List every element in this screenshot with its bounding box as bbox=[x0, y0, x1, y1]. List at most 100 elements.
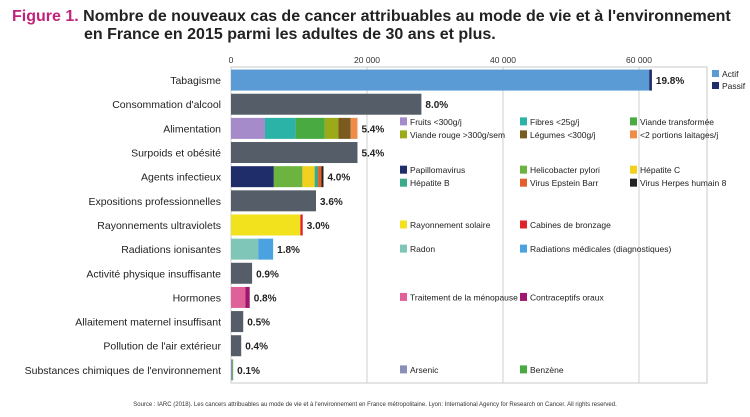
legend-label: Virus Herpes humain 8 bbox=[640, 178, 727, 188]
bar-segment bbox=[231, 117, 265, 139]
legend-label: Cabines de bronzage bbox=[530, 220, 611, 230]
bar-segment bbox=[318, 166, 322, 188]
legend-label: Virus Epstein Barr bbox=[530, 178, 599, 188]
bar-segment bbox=[231, 214, 301, 236]
bar-segment bbox=[231, 238, 259, 260]
bar-chart: 0 20 000 40 000 60 000 Tabagisme 19.8% Consomm… bbox=[25, 55, 746, 384]
percent-label: 19.8% bbox=[656, 76, 684, 87]
percent-label: 4.0% bbox=[327, 173, 350, 184]
bar-segment bbox=[231, 335, 242, 357]
category-label: Surpoids et obésité bbox=[131, 148, 221, 160]
percent-label: 3.6% bbox=[320, 197, 343, 208]
legend-label: Viande transformée bbox=[640, 117, 714, 127]
legend-label: Hépatite C bbox=[640, 165, 680, 175]
bar-segment bbox=[314, 166, 319, 188]
legend-swatch bbox=[520, 117, 527, 126]
bar-segment bbox=[231, 286, 246, 308]
category-label: Alimentation bbox=[163, 123, 221, 135]
legend-swatch bbox=[400, 117, 407, 126]
legend-swatch bbox=[712, 82, 719, 89]
percent-label: 0.9% bbox=[256, 269, 279, 280]
legend-label: Hépatite B bbox=[410, 178, 450, 188]
bar-segment bbox=[231, 311, 244, 333]
bar-segment bbox=[321, 166, 324, 188]
legend-swatch bbox=[520, 130, 527, 139]
legend-swatch bbox=[520, 244, 527, 253]
bar-segment bbox=[273, 166, 303, 188]
bar-segment bbox=[265, 117, 296, 139]
percent-label: 5.4% bbox=[361, 124, 384, 135]
legend-label: Légumes <300g/j bbox=[530, 130, 596, 140]
bar-segment bbox=[231, 359, 233, 381]
category-label: Tabagisme bbox=[170, 75, 221, 87]
legend-label: Fibres <25g/j bbox=[530, 117, 579, 127]
category-label: Consommation d'alcool bbox=[112, 99, 221, 111]
legend-swatch bbox=[400, 292, 407, 301]
bar-segment bbox=[300, 214, 303, 236]
legend-label: Fruits <300g/j bbox=[410, 117, 462, 127]
bar-segment bbox=[258, 238, 274, 260]
bar-segment bbox=[324, 117, 339, 139]
legend-label: Papillomavirus bbox=[410, 165, 465, 175]
legend-label: Passif bbox=[722, 81, 746, 91]
legend-swatch bbox=[712, 70, 719, 77]
bar-segment bbox=[232, 359, 234, 381]
title-line-1: Nombre de nouveaux cas de cancer attribu… bbox=[83, 8, 731, 25]
category-label: Radiations ionisantes bbox=[121, 244, 221, 256]
bar-segment bbox=[231, 69, 650, 91]
percent-label: 8.0% bbox=[425, 100, 448, 111]
percent-label: 0.5% bbox=[247, 318, 270, 329]
percent-label: 0.4% bbox=[245, 342, 268, 353]
category-label: Rayonnements ultraviolets bbox=[97, 220, 221, 232]
category-label: Hormones bbox=[173, 292, 221, 304]
legend-swatch bbox=[630, 117, 637, 126]
legend-label: Traitement de la ménopause bbox=[410, 292, 518, 302]
bar-segment bbox=[338, 117, 351, 139]
percent-label: 3.0% bbox=[307, 221, 330, 232]
legend-label: Arsenic bbox=[410, 365, 439, 375]
legend-swatch bbox=[400, 178, 407, 187]
percent-label: 0.8% bbox=[254, 293, 277, 304]
category-label: Agents infectieux bbox=[141, 172, 222, 184]
bar-segment bbox=[231, 166, 274, 188]
bar-segment bbox=[231, 142, 358, 164]
bar-segment bbox=[231, 190, 316, 212]
legend-swatch bbox=[520, 292, 527, 301]
legend-label: Radiations médicales (diagnostiques) bbox=[530, 244, 671, 254]
category-label: Allaitement maternel insuffisant bbox=[75, 317, 221, 329]
category-label: Activité physique insuffisante bbox=[86, 268, 221, 280]
legend-label: Helicobacter pylori bbox=[530, 165, 600, 175]
legend-swatch bbox=[520, 365, 527, 374]
category-label: Pollution de l'air extérieur bbox=[103, 341, 221, 353]
legend-label: Benzène bbox=[530, 365, 564, 375]
title-line-2: en France en 2015 parmi les adultes de 3… bbox=[84, 26, 496, 43]
category-label: Substances chimiques de l'environnement bbox=[25, 365, 221, 377]
legend-swatch bbox=[400, 244, 407, 253]
x-tick-label: 60 000 bbox=[626, 55, 652, 65]
legend-swatch bbox=[520, 165, 527, 174]
legend-swatch bbox=[400, 165, 407, 174]
legend-swatch bbox=[630, 130, 637, 139]
bar-segment bbox=[231, 262, 253, 284]
legend-swatch bbox=[630, 178, 637, 187]
bar-segment bbox=[295, 117, 325, 139]
percent-label: 5.4% bbox=[361, 149, 384, 160]
x-tick-label: 20 000 bbox=[354, 55, 380, 65]
bar-segment bbox=[649, 69, 652, 91]
bar-segment bbox=[350, 117, 358, 139]
legend-swatch bbox=[520, 178, 527, 187]
legend-label: Rayonnement solaire bbox=[410, 220, 491, 230]
category-label: Expositions professionnelles bbox=[89, 196, 222, 208]
percent-label: 0.1% bbox=[237, 366, 260, 377]
chart-title: Figure 1. Nombre de nouveaux cas de canc… bbox=[12, 8, 742, 44]
legend-swatch bbox=[400, 365, 407, 374]
legend-label: Actif bbox=[722, 69, 739, 79]
legend-label: Radon bbox=[410, 244, 435, 254]
percent-label: 1.8% bbox=[277, 245, 300, 256]
bar-segment bbox=[245, 286, 250, 308]
legend-swatch bbox=[400, 130, 407, 139]
legend-swatch bbox=[520, 220, 527, 229]
legend-label: <2 portions laitages/j bbox=[640, 130, 718, 140]
source-note: Source : IARC (2018). Les cancers attrib… bbox=[133, 402, 617, 408]
legend-swatch bbox=[400, 220, 407, 229]
